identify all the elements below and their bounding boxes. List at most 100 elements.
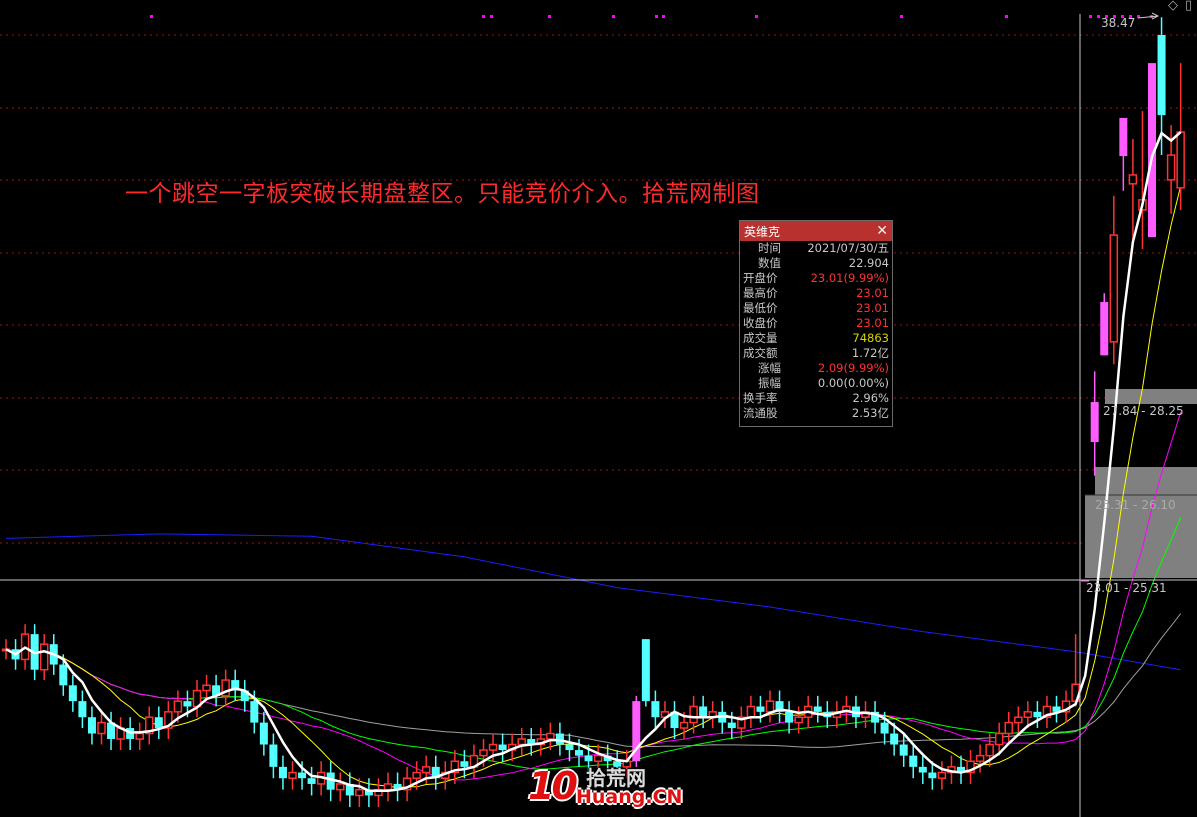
ma60-line [5,613,1182,748]
tooltip-row: 最低价 23.01 [740,301,892,316]
candle-body [899,744,908,756]
gap-zone-label: 25.31 - 26.10 [1095,498,1176,512]
candle-body [488,743,498,751]
candle-body [994,732,1004,746]
candle-body [1109,234,1119,343]
candle-body [78,701,87,718]
tooltip-row: 振幅 0.00(0.00%) [740,376,892,391]
candle-body [59,664,68,686]
tooltip-header[interactable]: 英维克 ✕ [740,221,892,241]
candle-body [1023,711,1033,718]
candle-body [632,701,641,762]
tooltip-value: 74863 [852,331,889,345]
candle-body [775,701,784,712]
candle-body [231,680,240,691]
ma-long-line [5,533,1181,671]
candle-body [746,705,756,718]
watermark-logo: 10 拾荒网 Huang.CN [528,764,682,814]
panel-toggle-icon[interactable]: ▯ [1185,0,1193,13]
watermark-cn: 拾荒网 [586,766,646,790]
candle-body [928,772,937,779]
candle-body [498,744,507,751]
tooltip-label: 涨幅 [758,361,781,375]
gap-zone [1095,467,1197,495]
candle-body [460,761,469,767]
tooltip-label: 振幅 [758,376,781,390]
signal-marker [1089,15,1092,18]
candle-body [1148,63,1156,238]
tooltip-label: 最高价 [743,286,778,300]
tooltip-row: 换手率 2.96% [740,391,892,406]
candle-body [546,732,555,740]
candle-body [756,706,765,712]
candle-body [966,760,975,774]
tooltip-row: 数值 22.904 [740,256,892,271]
candle-body [421,766,431,774]
data-tooltip-window[interactable]: 英维克 ✕ 时间 2021/07/30/五 数值 22.904 开盘价 23.01(9.9… [739,220,893,427]
candle-body [68,685,77,702]
tooltip-label: 时间 [758,241,781,255]
diamond-icon[interactable]: ◇ [1168,0,1178,13]
candle-body [450,760,460,774]
candle-body [345,783,354,796]
tooltip-value: 2.09(9.99%) [817,361,889,375]
tooltip-value: 0.00(0.00%) [817,376,889,390]
tooltip-row: 最高价 23.01 [740,286,892,301]
tooltip-label: 数值 [758,256,781,270]
candle-body [240,690,249,702]
tooltip-label: 开盘价 [743,271,778,285]
candle-body [107,722,116,740]
highest-arrow [1137,12,1160,20]
ma5-line [5,131,1182,793]
candle-body [679,721,689,729]
candle-body [326,772,335,790]
candle-body [737,716,746,729]
candle-body [1176,131,1185,189]
tooltip-value: 2.53亿 [851,406,889,420]
tooltip-label: 流通股 [743,406,778,420]
candle-body [1100,302,1109,356]
candle-body [651,701,660,718]
tooltip-label: 成交额 [743,346,778,360]
candle-body [1042,705,1052,718]
candle-body [173,700,183,713]
signal-marker [900,15,903,18]
candle-body [1052,706,1061,712]
tooltip-label: 最低价 [743,301,778,315]
tooltip-value: 2.96% [852,391,889,405]
candle-body [288,771,297,779]
candle-body [794,716,803,724]
candle-body [221,679,230,697]
gap-zone-label: 27.84 - 28.25 [1103,404,1184,418]
tooltip-row: 开盘价 23.01(9.99%) [740,271,892,286]
candle-body [1033,711,1042,718]
candle-body [937,771,947,779]
tooltip-value: 23.01(9.99%) [810,271,889,285]
close-icon[interactable]: ✕ [876,223,888,239]
chart-annotation: 一个跳空一字板突破长期盘整区。只能竞价介入。拾荒网制图 [125,181,760,207]
signal-marker [482,15,485,18]
ma20-line [5,411,1182,781]
signal-marker [1129,15,1132,18]
candle-body [765,700,775,713]
candle-body [603,755,612,762]
candle-body [298,772,307,779]
watermark-number: 10 [528,764,578,808]
tooltip-row: 收盘价 23.01 [740,316,892,331]
candle-body [479,749,488,757]
candle-body [909,755,918,767]
candle-body [699,706,708,718]
candle-body [278,766,287,779]
candle-body [307,778,316,784]
signal-marker [1113,15,1116,18]
tooltip-label: 成交量 [743,331,778,345]
candle-body [975,754,985,762]
candle-body [918,766,927,773]
gap-zone-label: 23.01 - 25.31 [1086,581,1167,595]
tooltip-value: 23.01 [856,286,889,300]
highest-price-label: 38.47 [1101,16,1136,30]
tooltip-value: 23.01 [856,316,889,330]
candle-body [1004,721,1013,735]
candle-body [154,717,163,729]
